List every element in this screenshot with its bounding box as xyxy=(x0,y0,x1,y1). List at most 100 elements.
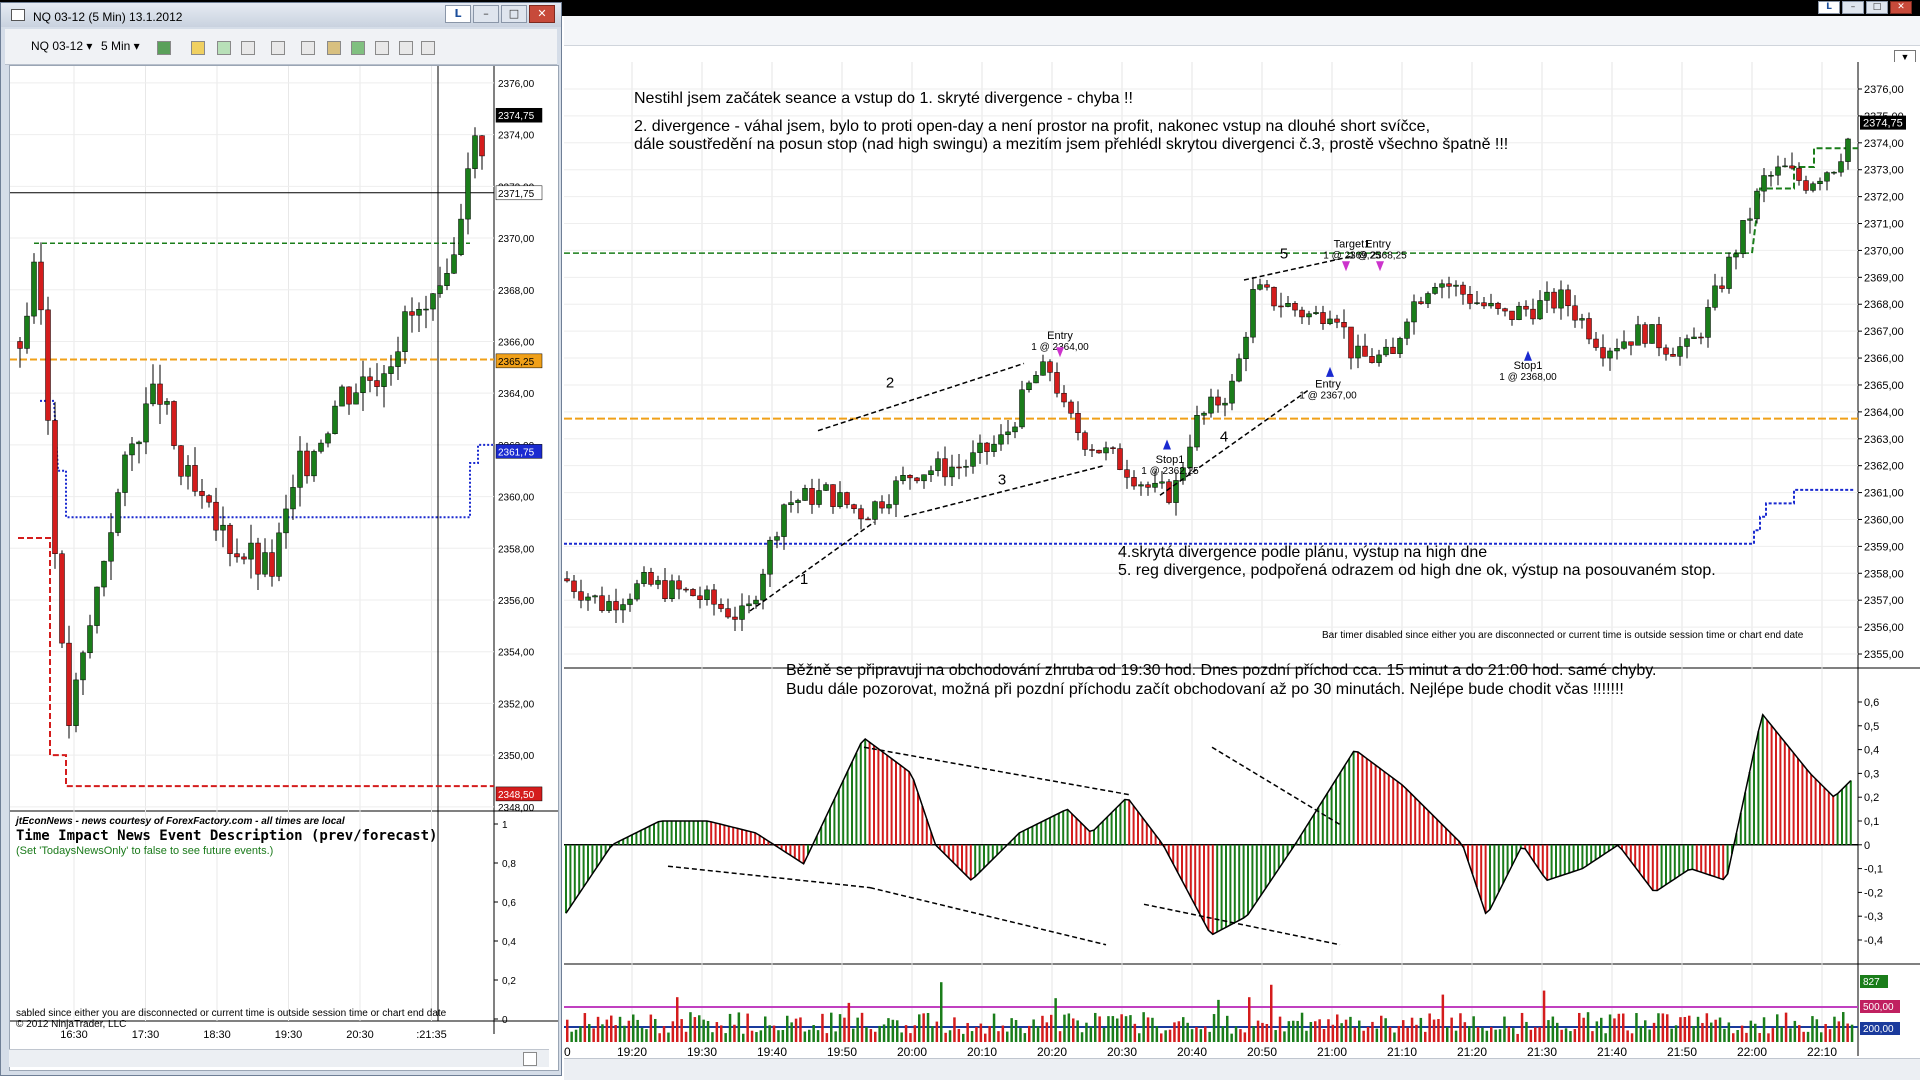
osc-tick-label: 0,2 xyxy=(1864,792,1879,804)
left-candle-body xyxy=(381,373,387,387)
link-button[interactable]: L xyxy=(445,5,471,23)
close-icon[interactable]: ✕ xyxy=(529,5,555,23)
left-chart-canvas[interactable]: 16:30 17:30 18:30 19:30 20:30:21:35 2376,00 23… xyxy=(10,66,558,1046)
candle-body xyxy=(1509,310,1515,320)
candle-body xyxy=(676,580,682,590)
osc-tick-label: 0,3 xyxy=(1864,768,1879,780)
right-chart-window: ▼ 0 19:20 19:30 19:40 19:50 20:00 20:10 20:20 20… xyxy=(564,16,1920,1080)
volume-bar xyxy=(1274,1030,1277,1042)
volume-bar xyxy=(574,1029,578,1042)
left-candle-body xyxy=(234,553,240,558)
volume-bar xyxy=(671,1021,675,1042)
print-icon[interactable] xyxy=(399,41,413,55)
candle-body xyxy=(1005,431,1011,435)
left-red-badge: 2348,50 xyxy=(498,790,535,801)
candle-body xyxy=(970,452,976,467)
volume-bar xyxy=(1661,1013,1665,1042)
right-chart-canvas[interactable]: 0 19:20 19:30 19:40 19:50 20:00 20:10 20:20 20:3… xyxy=(564,32,1920,1058)
candle-body xyxy=(1229,380,1235,404)
volume-bar xyxy=(1441,994,1445,1042)
candle-body xyxy=(1306,313,1312,318)
minimize-icon[interactable]: – xyxy=(1842,1,1864,14)
candle-body xyxy=(1446,283,1452,287)
volume-bar xyxy=(790,1022,793,1042)
volume-bar xyxy=(649,1014,653,1042)
crosshair-icon[interactable] xyxy=(271,41,285,55)
zoom-icon[interactable] xyxy=(301,41,315,55)
volume-bar xyxy=(808,1029,811,1042)
candle-body xyxy=(1600,347,1606,359)
close-icon[interactable]: ✕ xyxy=(1890,1,1912,14)
bar-type-icon[interactable] xyxy=(157,41,171,55)
instrument-selector[interactable]: NQ 03-12 ▾ xyxy=(31,39,93,53)
link-button[interactable]: L xyxy=(1818,1,1840,14)
volume-bar xyxy=(1111,1016,1115,1042)
candle-body xyxy=(1754,190,1760,220)
strategy-icon[interactable] xyxy=(241,41,255,55)
image-icon[interactable] xyxy=(375,41,389,55)
left-horizontal-scrollbar[interactable] xyxy=(9,1049,549,1067)
volume-bar xyxy=(957,1028,961,1042)
time-tick-label: 19:50 xyxy=(827,1045,857,1058)
candle-body xyxy=(1194,415,1200,448)
bar-timer-status: Bar timer disabled since either you are … xyxy=(1322,630,1804,641)
volume-bar xyxy=(984,1033,987,1042)
volume-bar xyxy=(1155,1026,1159,1042)
left-candle-body xyxy=(143,403,149,443)
volume-bar xyxy=(1732,1033,1735,1042)
volume-bar xyxy=(1758,1033,1761,1042)
volume-bar xyxy=(1520,1012,1524,1042)
left-price-tick: 2354,00 xyxy=(498,648,535,659)
interval-selector[interactable]: 5 Min ▾ xyxy=(101,39,140,53)
order-arrow-up xyxy=(1326,366,1334,377)
volume-bar xyxy=(1292,1020,1295,1042)
pencil-icon[interactable] xyxy=(191,41,205,55)
volume-bar xyxy=(1089,1026,1093,1042)
volume-bar xyxy=(1283,1031,1286,1042)
chart-window-icon xyxy=(11,9,25,21)
candle-body xyxy=(1285,303,1291,307)
properties-icon[interactable] xyxy=(421,41,435,55)
left-candle-body xyxy=(157,383,163,405)
volume-bar xyxy=(1512,1028,1515,1042)
left-candle-body xyxy=(213,501,219,531)
candle-body xyxy=(1264,284,1270,288)
price-tick-label: 2361,00 xyxy=(1864,488,1904,500)
osc-tick-label: 0,4 xyxy=(1864,745,1879,757)
left-chart-panel[interactable]: 16:30 17:30 18:30 19:30 20:30:21:35 2376,00 23… xyxy=(9,65,559,1071)
volume-bar xyxy=(1578,1012,1581,1042)
scrollbar-thumb[interactable] xyxy=(523,1052,537,1066)
volume-bar xyxy=(799,1017,802,1042)
volume-bar xyxy=(1388,1026,1392,1042)
candle-body xyxy=(1145,484,1151,488)
volume-bar xyxy=(1410,1017,1414,1042)
volume-bar xyxy=(1608,1014,1612,1042)
right-plot-bg xyxy=(564,62,1920,1058)
volume-bar xyxy=(680,1019,683,1042)
volume-bar xyxy=(1595,1021,1599,1042)
candle-body xyxy=(991,443,997,452)
volume-bar xyxy=(645,1029,648,1042)
maximize-icon[interactable]: □ xyxy=(501,5,527,23)
right-horizontal-scrollbar[interactable] xyxy=(564,1058,1920,1080)
maximize-icon[interactable]: □ xyxy=(1866,1,1888,14)
volume-bar xyxy=(852,1028,855,1042)
volume-bar xyxy=(1014,1020,1018,1042)
indicator-icon[interactable] xyxy=(217,41,231,55)
chart-trader-icon[interactable] xyxy=(351,41,365,55)
time-tick-label: 20:20 xyxy=(1037,1045,1067,1058)
osc-divergence-line xyxy=(1211,746,1343,827)
candle-body xyxy=(928,470,934,475)
chevron-down-icon[interactable]: ▼ xyxy=(1894,50,1916,64)
candle-body xyxy=(1208,396,1214,414)
minimize-icon[interactable]: – xyxy=(473,5,499,23)
candle-body xyxy=(1782,165,1788,168)
candle-body xyxy=(1131,477,1137,487)
volume-bar xyxy=(1252,1026,1255,1042)
volume-bar xyxy=(1591,1031,1594,1042)
order-panel-icon[interactable] xyxy=(327,41,341,55)
volume-bar xyxy=(737,1012,741,1042)
comment-osc-1: Běžně se připravuji na obchodování zhrub… xyxy=(786,662,1657,679)
volume-bar xyxy=(878,1025,881,1042)
volume-bar xyxy=(1701,1022,1704,1042)
